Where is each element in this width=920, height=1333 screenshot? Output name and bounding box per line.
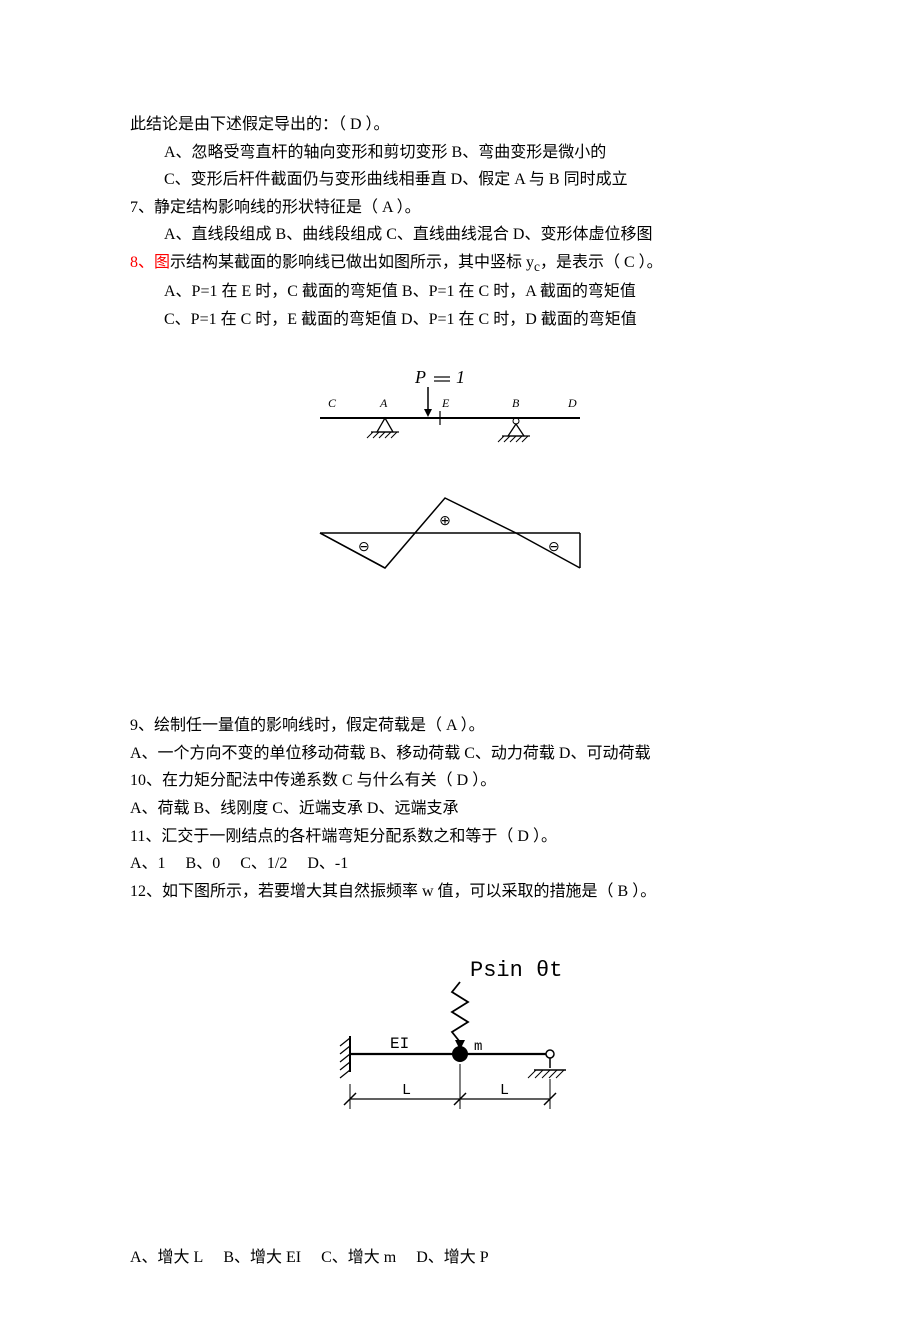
fig1-minus-left: ⊖ [358,540,370,555]
q12-options: A、增大 L B、增大 EI C、增大 m D、增大 P [130,1245,790,1271]
fig2-fixed-support [340,1036,350,1078]
fig2-m: m [474,1039,482,1055]
fig2-P-label: Psin θt [470,958,562,983]
q6-options-ab: A、忽略受弯直杆的轴向变形和剪切变形 B、弯曲变形是微小的 [130,140,790,166]
fig1-D: D [567,396,577,410]
figure-2-vibration: Psin θt EI m [130,954,790,1153]
q8-options-cd: C、P=1 在 C 时，E 截面的弯矩值 D、P=1 在 C 时，D 截面的弯矩… [130,307,790,333]
q8-options-ab: A、P=1 在 E 时，C 截面的弯矩值 B、P=1 在 C 时，A 截面的弯矩… [130,279,790,305]
q8-rest-b: ，是表示（ C ）。 [540,254,663,271]
fig1-A: A [379,396,388,410]
fig2-roller [528,1058,566,1078]
fig1-support-B [498,418,530,442]
q9-stem: 9、绘制任一量值的影响线时，假定荷载是（ A ）。 [130,713,790,739]
q6-options-cd: C、变形后杆件截面仍与变形曲线相垂直 D、假定 A 与 B 同时成立 [130,167,790,193]
fig2-L2: L [500,1082,509,1099]
fig1-eq1: 1 [456,367,465,387]
fig1-plus: ⊕ [439,514,451,529]
fig2-EI: EI [390,1035,409,1053]
q8-label: 8、图 [130,254,170,271]
fig2-L1: L [402,1082,411,1099]
fig1-B: B [512,396,520,410]
fig2-spring [452,982,468,1042]
fig1-E: E [441,396,450,410]
q11-stem: 11、汇交于一刚结点的各杆端弯矩分配系数之和等于（ D ）。 [130,824,790,850]
fig1-C: C [328,396,337,410]
figure-1-beam-influence: P 1 C A E B D [130,363,790,602]
q8-rest-a: 示结构某截面的影响线已做出如图所示，其中竖标 y [170,254,534,271]
q11-options: A、1 B、0 C、1/2 D、-1 [130,851,790,877]
q6-stem-tail: 此结论是由下述假定导出的：（ D ）。 [130,112,790,138]
q10-options: A、荷载 B、线刚度 C、近端支承 D、远端支承 [130,796,790,822]
q10-stem: 10、在力矩分配法中传递系数 C 与什么有关（ D ）。 [130,768,790,794]
fig1-P: P [414,367,426,387]
fig1-minus-right: ⊖ [548,540,560,555]
q7-stem: 7、静定结构影响线的形状特征是（ A ）。 [130,195,790,221]
fig1-influence-line: ⊖ ⊕ ⊖ [320,498,580,568]
q7-options: A、直线段组成 B、曲线段组成 C、直线曲线混合 D、变形体虚位移图 [130,222,790,248]
q9-options: A、一个方向不变的单位移动荷载 B、移动荷载 C、动力荷载 D、可动荷载 [130,741,790,767]
fig2-right-hinge [546,1050,554,1058]
fig2-dim-ticks [344,1064,556,1109]
fig1-support-A [367,418,399,438]
q8-stem: 8、图示结构某截面的影响线已做出如图所示，其中竖标 yc，是表示（ C ）。 [130,250,790,278]
q12-stem: 12、如下图所示，若要增大其自然振频率 w 值，可以采取的措施是（ B ）。 [130,879,790,905]
fig2-mass [452,1046,468,1062]
